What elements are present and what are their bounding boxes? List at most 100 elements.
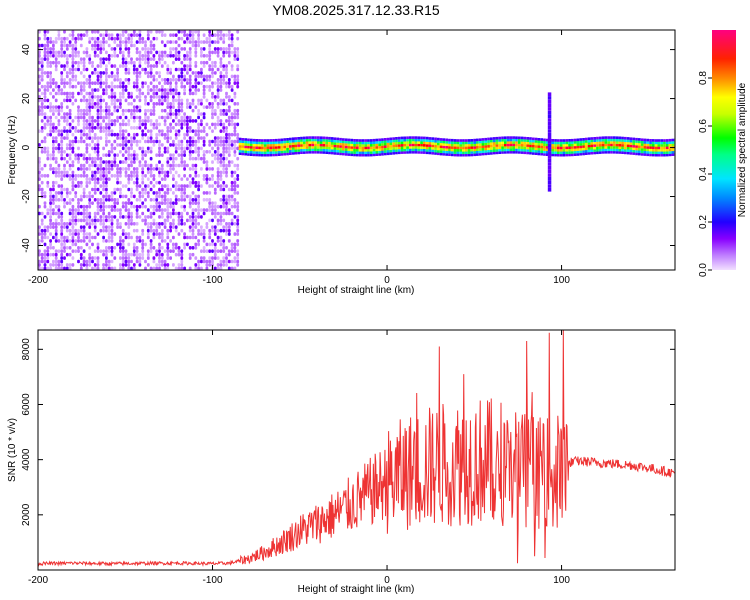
spectrogram-cell	[621, 139, 624, 142]
spectrogram-cell	[367, 151, 370, 154]
spectrogram-cell	[166, 184, 170, 188]
spectrogram-cell	[40, 126, 44, 130]
spectrogram-cell	[107, 198, 111, 202]
spectrogram-cell	[96, 187, 100, 192]
spectrogram-cell	[216, 95, 220, 99]
spectrogram-cell	[233, 126, 237, 130]
spectrogram-cell	[263, 141, 267, 145]
spectrogram-cell	[113, 266, 117, 270]
spectrogram-cell	[397, 151, 401, 155]
spectrogram-cell	[498, 146, 502, 150]
spectrogram-cell	[219, 218, 223, 223]
spectrogram-cell	[222, 228, 226, 233]
spectrogram-cell	[252, 153, 256, 157]
spectrogram-cell	[230, 180, 234, 185]
spectrogram-cell	[38, 204, 41, 209]
spectrogram-cell	[99, 102, 103, 106]
spectrogram-cell	[71, 170, 75, 175]
spectrogram-cell	[93, 102, 97, 106]
spectrogram-cell	[188, 50, 192, 55]
spectrogram-cell	[158, 259, 161, 264]
spectrogram-cell	[77, 211, 80, 216]
spectrogram-cell	[177, 108, 181, 113]
spectrogram-cell	[547, 147, 552, 152]
spectrogram-cell	[197, 40, 200, 44]
spectrogram-cell	[392, 144, 395, 148]
spectrogram-cell	[286, 152, 289, 156]
spectrogram-cell	[174, 98, 178, 103]
spectrogram-cell	[96, 54, 100, 58]
spectrogram-cell	[191, 156, 195, 161]
spectrogram-cell	[57, 204, 61, 209]
spectrogram-cell	[132, 67, 136, 72]
spectrogram-cell	[183, 67, 186, 72]
spectrogram-cell	[144, 222, 147, 226]
spectrogram-cell	[158, 187, 161, 192]
spectrogram-cell	[328, 139, 331, 142]
spectrogram-cell	[202, 160, 206, 164]
spectrogram-cell	[163, 78, 167, 82]
spectrogram-cell	[160, 153, 164, 157]
spectrogram-cell	[135, 126, 139, 130]
spectrogram-cell	[77, 153, 80, 157]
spectrogram-cell	[155, 263, 159, 267]
spectrogram-cell	[146, 129, 150, 133]
spectrogram-cell	[372, 146, 376, 149]
spectrogram-cell	[598, 141, 602, 145]
spectrogram-cell	[517, 143, 521, 147]
spectrogram-cell	[547, 118, 552, 122]
spectrogram-cell	[495, 144, 499, 147]
colorbar-ticks: 0.00.20.40.60.8	[698, 71, 712, 277]
spectrogram-cell	[155, 180, 159, 185]
spectrogram-cell	[596, 151, 599, 155]
spectrogram-cell	[68, 67, 72, 72]
spectrogram-cell	[155, 136, 159, 140]
spectrogram-cell	[54, 180, 58, 185]
spectrogram-cell	[93, 95, 97, 99]
spectrogram-cell	[297, 144, 300, 147]
spectrogram-cell	[211, 122, 214, 127]
spectrogram-cell	[464, 141, 468, 145]
spectrogram-cell	[119, 187, 122, 192]
spectrogram-cell	[127, 146, 131, 151]
spectrogram-cell	[169, 54, 172, 58]
spectrogram-cell	[216, 180, 220, 185]
spectrogram-cell	[107, 204, 111, 209]
spectrogram-cell	[671, 141, 675, 144]
spectrogram-cell	[213, 156, 217, 161]
spectrogram-cell	[40, 218, 44, 223]
spectrogram-cell	[668, 138, 672, 142]
spectrogram-cell	[213, 98, 217, 103]
spectrogram-cell	[110, 112, 114, 116]
spectrogram-cell	[213, 139, 217, 144]
spectrogram-cell	[135, 47, 139, 51]
spectrogram-cell	[85, 204, 89, 209]
spectrogram-cell	[43, 256, 47, 260]
spectrogram-cell	[439, 152, 443, 156]
spectrogram-cell	[208, 201, 212, 205]
spectrogram-cell	[85, 167, 89, 171]
spectrogram-cell	[65, 95, 69, 99]
spectrogram-cell	[102, 36, 105, 41]
colorbar-label: Normalized spectral amplitude	[737, 82, 748, 217]
spectrogram-cell	[186, 194, 189, 199]
spectrogram-cell	[107, 43, 111, 48]
spectrogram-cell	[537, 152, 541, 156]
spectrogram-cell	[191, 143, 195, 147]
spectrogram-cell	[166, 256, 170, 260]
spectrogram-cell	[208, 54, 212, 58]
spectrogram-cell	[155, 132, 159, 137]
spectrogram-cell	[38, 108, 41, 113]
spectrogram-cell	[121, 84, 125, 89]
spectrogram-cell	[177, 91, 181, 96]
spectrogram-cell	[294, 149, 298, 152]
spectrogram-cell	[236, 146, 240, 151]
spectrogram-cell	[562, 144, 566, 147]
spectrogram-cell	[77, 184, 80, 188]
spectrogram-cell	[283, 152, 287, 156]
spectrogram-cell	[554, 153, 557, 157]
spectrogram-cell	[174, 184, 178, 188]
spectrogram-cell	[124, 259, 128, 264]
spectrogram-cell	[127, 139, 131, 144]
spectrogram-cell	[79, 256, 83, 260]
